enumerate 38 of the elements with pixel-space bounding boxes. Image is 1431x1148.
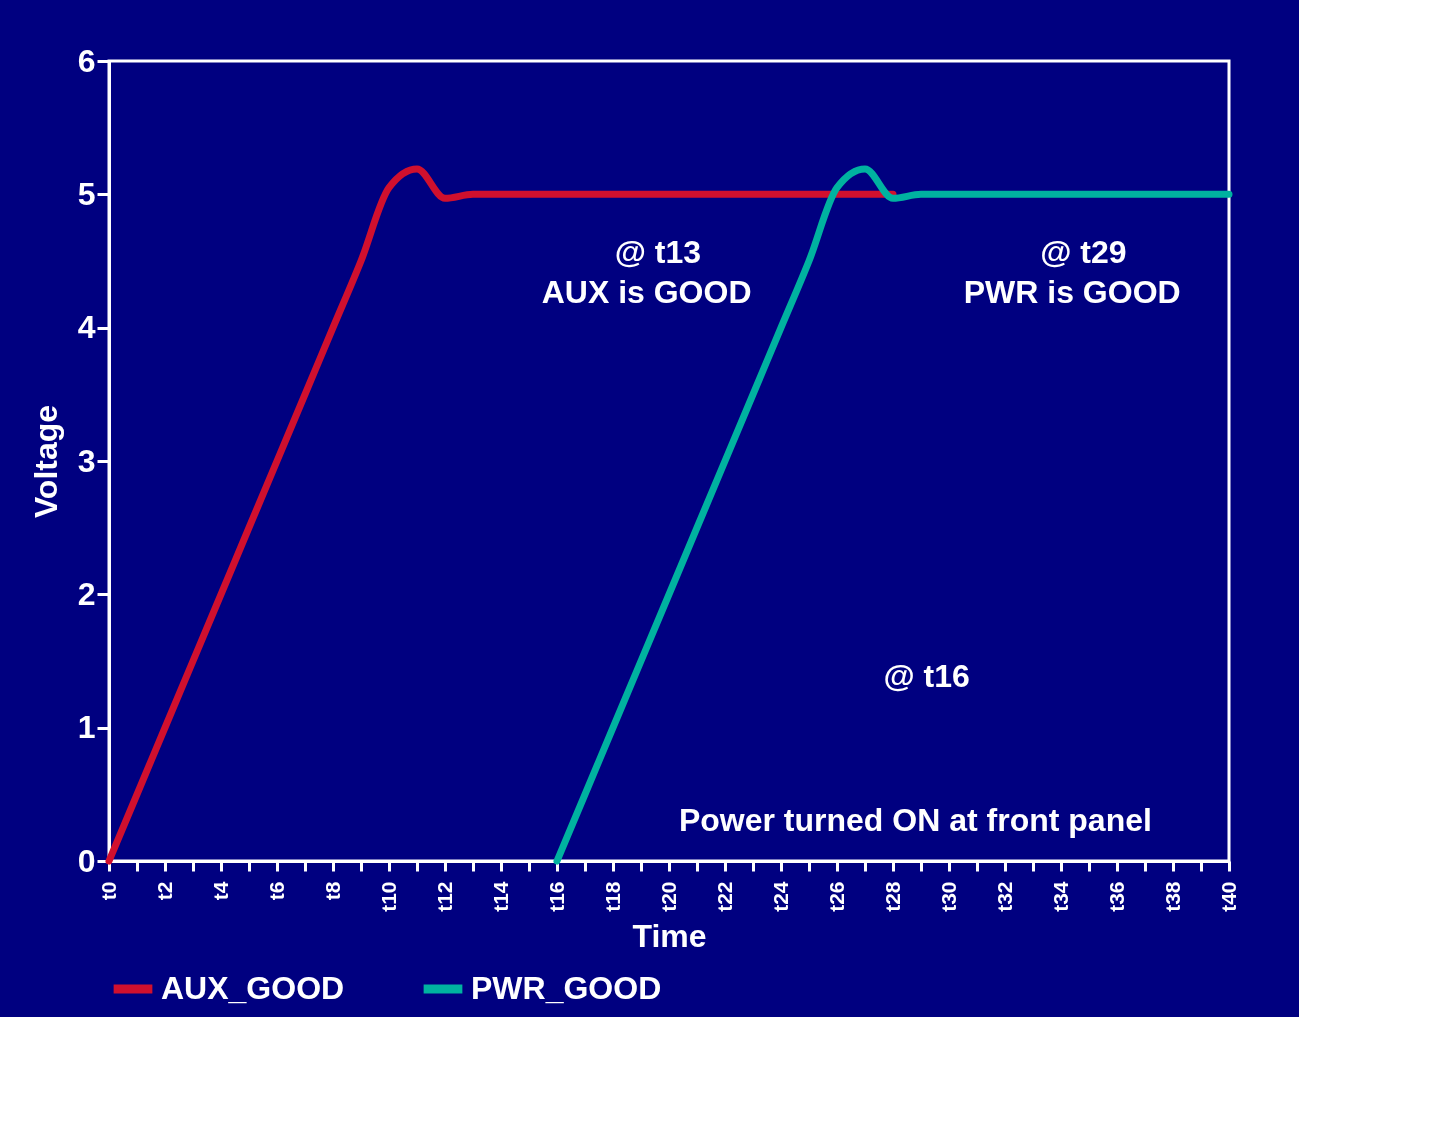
x-tick-label: t2 — [152, 881, 176, 901]
x-tick-label: t10 — [376, 881, 400, 912]
y-tick-label: 1 — [77, 709, 96, 746]
x-tick-label: t38 — [1160, 881, 1184, 912]
annotation: PWR is GOOD — [963, 274, 1181, 310]
x-tick-label: t12 — [432, 881, 456, 912]
x-tick-label: t24 — [768, 881, 792, 912]
x-tick-label: t26 — [824, 881, 848, 912]
x-tick-label: t30 — [936, 881, 960, 912]
x-tick-label: t40 — [1216, 881, 1240, 912]
legend-label: PWR_GOOD — [471, 970, 662, 1006]
y-tick-label: 4 — [77, 309, 96, 346]
x-tick-label: t0 — [96, 881, 120, 901]
x-tick-label: t8 — [320, 881, 344, 901]
x-tick-label: t18 — [600, 881, 624, 912]
x-tick-label: t14 — [488, 881, 512, 912]
y-tick-label: 3 — [77, 442, 96, 479]
y-tick-label: 2 — [77, 575, 96, 612]
x-tick-label: t4 — [208, 881, 232, 901]
x-tick-label: t16 — [544, 881, 568, 912]
annotation: @ t13 — [614, 234, 701, 270]
x-tick-label: t6 — [264, 881, 288, 901]
annotation: Power turned ON at front panel — [678, 802, 1152, 838]
x-tick-label: t36 — [1104, 881, 1128, 912]
y-tick-label: 5 — [77, 175, 96, 212]
x-tick-label: t34 — [1048, 881, 1072, 912]
annotation: AUX is GOOD — [541, 274, 752, 310]
y-axis-title: Voltage — [27, 404, 64, 519]
legend-label: AUX_GOOD — [161, 970, 345, 1006]
annotation: @ t29 — [1040, 234, 1127, 270]
x-tick-label: t32 — [992, 881, 1016, 912]
x-tick-label: t28 — [880, 881, 904, 912]
annotation: @ t16 — [883, 658, 970, 694]
x-tick-label: t22 — [712, 881, 736, 912]
y-tick-label: 0 — [77, 842, 96, 879]
y-tick-label: 6 — [77, 42, 96, 79]
x-axis-title: Time — [632, 917, 707, 954]
x-tick-label: t20 — [656, 881, 680, 912]
